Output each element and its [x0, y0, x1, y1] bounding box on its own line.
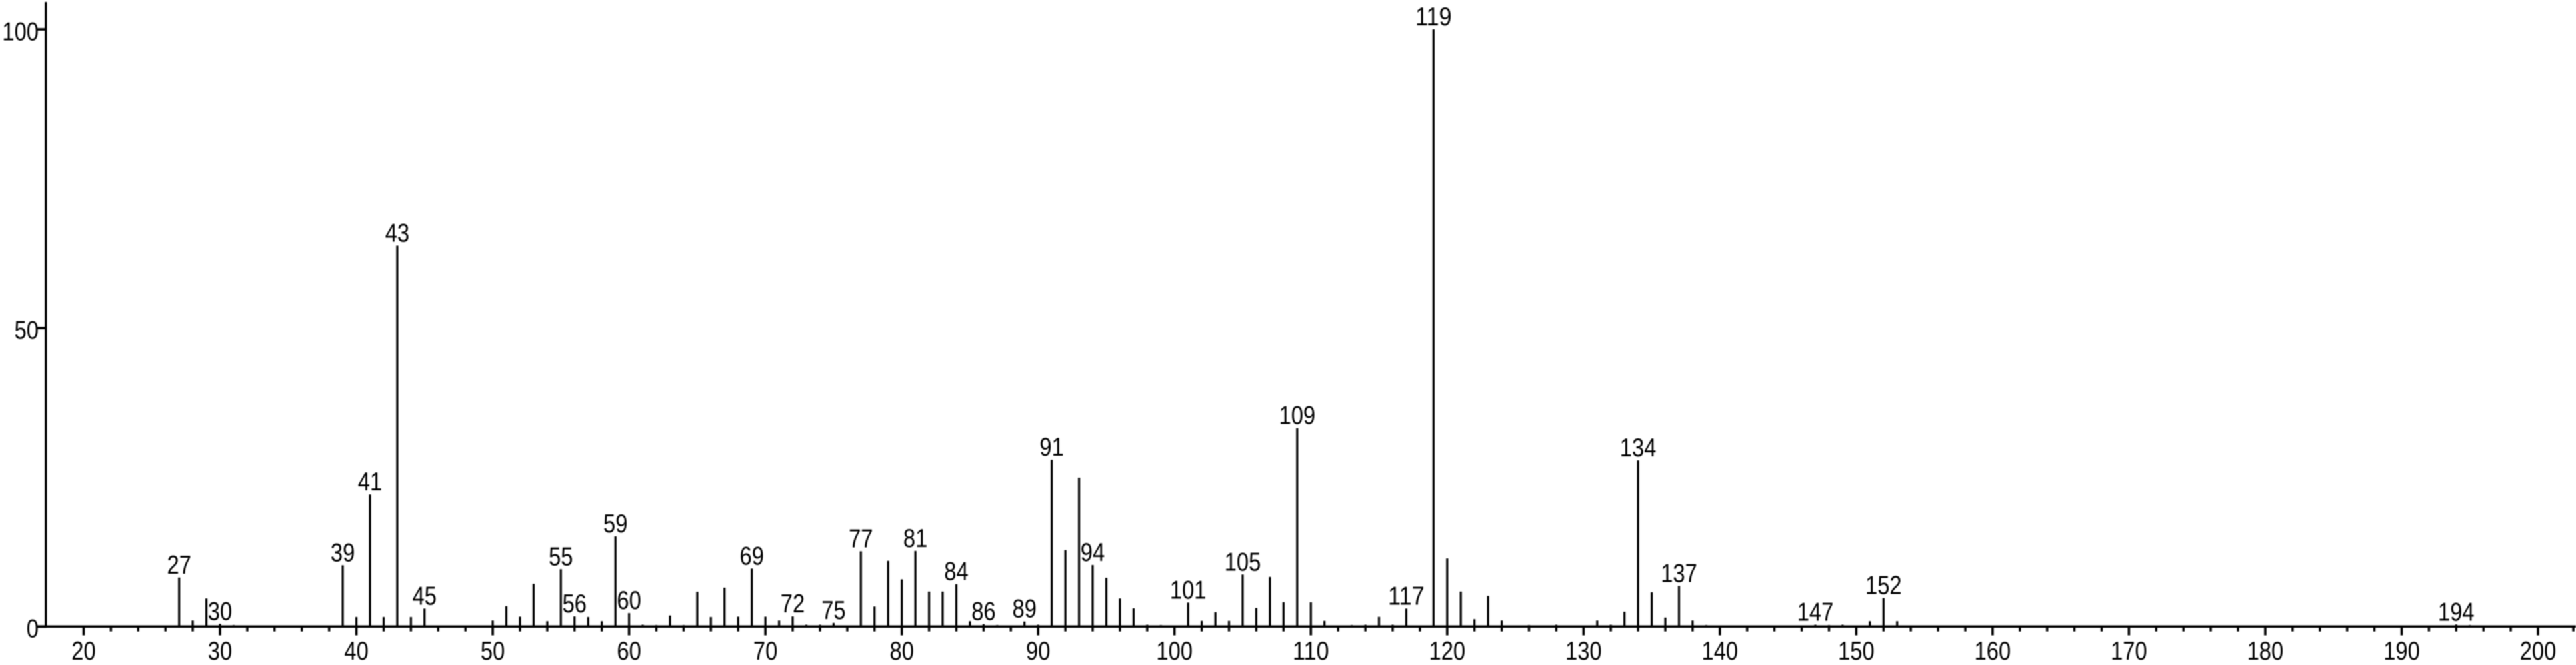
svg-text:119: 119	[1415, 3, 1452, 31]
svg-text:43: 43	[385, 219, 409, 248]
svg-text:94: 94	[1081, 538, 1105, 567]
svg-text:117: 117	[1388, 582, 1425, 610]
svg-text:140: 140	[1702, 637, 1739, 665]
svg-text:70: 70	[753, 637, 777, 665]
svg-text:150: 150	[1838, 637, 1875, 665]
svg-text:170: 170	[2111, 637, 2147, 665]
svg-text:110: 110	[1293, 637, 1329, 665]
svg-text:75: 75	[821, 596, 845, 625]
svg-text:120: 120	[1429, 637, 1466, 665]
svg-text:39: 39	[331, 538, 355, 567]
svg-text:59: 59	[603, 510, 627, 538]
svg-text:84: 84	[944, 558, 968, 586]
svg-text:100: 100	[1156, 637, 1193, 665]
svg-text:77: 77	[849, 524, 873, 553]
svg-text:50: 50	[481, 637, 505, 665]
svg-text:105: 105	[1225, 548, 1261, 576]
svg-text:91: 91	[1039, 433, 1063, 462]
svg-text:60: 60	[617, 586, 641, 615]
svg-text:0: 0	[27, 615, 39, 644]
svg-text:100: 100	[2, 17, 39, 46]
svg-text:72: 72	[781, 590, 805, 618]
svg-text:109: 109	[1279, 402, 1316, 430]
svg-text:147: 147	[1797, 598, 1834, 627]
svg-text:160: 160	[1975, 637, 2011, 665]
svg-text:30: 30	[208, 597, 232, 626]
svg-text:190: 190	[2383, 637, 2420, 665]
svg-text:89: 89	[1013, 595, 1037, 624]
svg-text:55: 55	[549, 542, 573, 571]
svg-text:86: 86	[971, 598, 995, 626]
svg-text:130: 130	[1565, 637, 1602, 665]
svg-text:81: 81	[903, 524, 927, 553]
svg-text:194: 194	[2438, 598, 2475, 626]
svg-text:137: 137	[1661, 559, 1697, 588]
svg-text:180: 180	[2247, 637, 2284, 665]
svg-text:50: 50	[15, 316, 39, 344]
svg-text:80: 80	[890, 637, 914, 665]
svg-text:30: 30	[208, 637, 232, 665]
svg-text:152: 152	[1865, 572, 1902, 600]
svg-text:41: 41	[358, 468, 382, 496]
svg-text:20: 20	[71, 637, 95, 665]
svg-text:27: 27	[167, 551, 191, 580]
svg-text:45: 45	[413, 582, 437, 610]
svg-text:134: 134	[1620, 434, 1657, 462]
svg-text:40: 40	[344, 637, 368, 665]
svg-text:90: 90	[1026, 637, 1050, 665]
svg-text:101: 101	[1170, 576, 1207, 604]
svg-text:60: 60	[617, 637, 641, 665]
svg-text:200: 200	[2520, 637, 2557, 665]
svg-text:56: 56	[563, 590, 587, 618]
svg-text:69: 69	[740, 542, 764, 570]
